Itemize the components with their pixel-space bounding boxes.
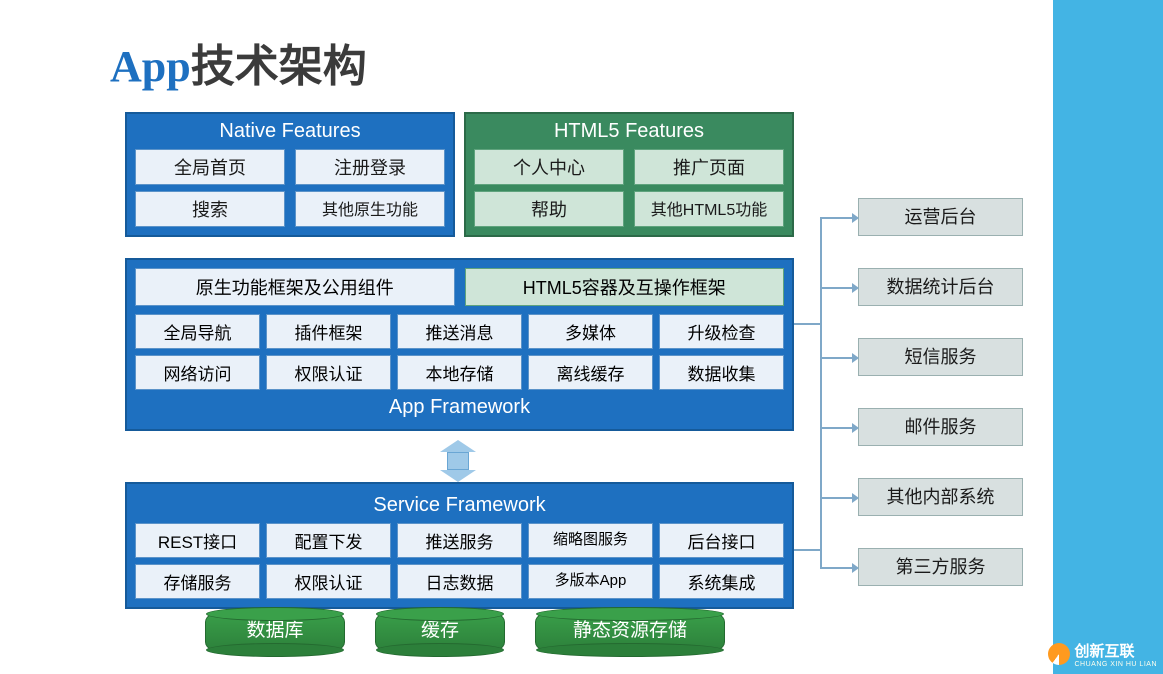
title-cn: 技术架构 <box>191 42 367 91</box>
connector-line <box>820 287 854 289</box>
right-box: 运营后台 <box>858 198 1023 236</box>
right-accent-band <box>1053 0 1163 674</box>
native-cell: 搜索 <box>135 191 285 227</box>
appfw-cell: 升级检查 <box>659 314 784 349</box>
arrowhead-icon <box>852 213 859 223</box>
service-framework-group: Service Framework REST接口 配置下发 推送服务 缩略图服务… <box>125 482 794 609</box>
html5-cell: 推广页面 <box>634 149 784 185</box>
appfw-cell: 权限认证 <box>266 355 391 390</box>
svcf-cell: 缩略图服务 <box>528 523 653 558</box>
connector-line <box>820 217 822 567</box>
connector-line <box>794 323 820 325</box>
html5-features-header: HTML5 Features <box>474 118 784 149</box>
datastore-cylinder: 数据库 <box>205 610 345 654</box>
title-en: App <box>110 42 191 91</box>
native-cell: 其他原生功能 <box>295 191 445 227</box>
svcf-cell: 多版本App <box>528 564 653 599</box>
arrowhead-icon <box>852 563 859 573</box>
connector-line <box>820 427 854 429</box>
appfw-html5-container: HTML5容器及互操作框架 <box>465 268 785 306</box>
right-box: 邮件服务 <box>858 408 1023 446</box>
svcf-cell: 日志数据 <box>397 564 522 599</box>
bidirectional-arrow-icon <box>438 440 478 482</box>
arrowhead-icon <box>852 283 859 293</box>
brand-sub: CHUANG XIN HU LIAN <box>1074 661 1157 668</box>
svcf-cell: 配置下发 <box>266 523 391 558</box>
brand-mark-icon <box>1048 643 1070 665</box>
appfw-native-framework: 原生功能框架及公用组件 <box>135 268 455 306</box>
appfw-cell: 网络访问 <box>135 355 260 390</box>
html5-features-group: HTML5 Features 个人中心 推广页面 帮助 其他HTML5功能 <box>464 112 794 237</box>
svcf-cell: 权限认证 <box>266 564 391 599</box>
right-box: 其他内部系统 <box>858 478 1023 516</box>
appfw-cell: 插件框架 <box>266 314 391 349</box>
connector-line <box>820 567 854 569</box>
app-framework-group: 原生功能框架及公用组件 HTML5容器及互操作框架 全局导航 插件框架 推送消息… <box>125 258 794 431</box>
appfw-cell: 本地存储 <box>397 355 522 390</box>
appfw-cell: 离线缓存 <box>528 355 653 390</box>
appfw-cell: 多媒体 <box>528 314 653 349</box>
page-title: App技术架构 <box>110 30 367 94</box>
appfw-cell: 推送消息 <box>397 314 522 349</box>
appfw-cell: 数据收集 <box>659 355 784 390</box>
connector-line <box>794 549 820 551</box>
connector-line <box>820 217 854 219</box>
app-framework-label: App Framework <box>135 390 784 421</box>
native-features-header: Native Features <box>135 118 445 149</box>
svcf-cell: 后台接口 <box>659 523 784 558</box>
connector-line <box>820 357 854 359</box>
html5-cell: 帮助 <box>474 191 624 227</box>
svcf-cell: 系统集成 <box>659 564 784 599</box>
arrowhead-icon <box>852 493 859 503</box>
arrowhead-icon <box>852 423 859 433</box>
arrowhead-icon <box>852 353 859 363</box>
connector-line <box>820 497 854 499</box>
right-box: 短信服务 <box>858 338 1023 376</box>
brand-logo: 创新互联 CHUANG XIN HU LIAN <box>1048 640 1157 668</box>
brand-text: 创新互联 <box>1074 643 1134 660</box>
svcf-cell: REST接口 <box>135 523 260 558</box>
svcf-cell: 存储服务 <box>135 564 260 599</box>
appfw-cell: 全局导航 <box>135 314 260 349</box>
datastore-cylinder: 缓存 <box>375 610 505 654</box>
datastore-cylinder: 静态资源存储 <box>535 610 725 654</box>
right-box: 第三方服务 <box>858 548 1023 586</box>
service-framework-label: Service Framework <box>135 492 784 523</box>
html5-cell: 个人中心 <box>474 149 624 185</box>
right-box: 数据统计后台 <box>858 268 1023 306</box>
native-cell: 注册登录 <box>295 149 445 185</box>
html5-cell: 其他HTML5功能 <box>634 191 784 227</box>
svcf-cell: 推送服务 <box>397 523 522 558</box>
native-cell: 全局首页 <box>135 149 285 185</box>
native-features-group: Native Features 全局首页 注册登录 搜索 其他原生功能 <box>125 112 455 237</box>
